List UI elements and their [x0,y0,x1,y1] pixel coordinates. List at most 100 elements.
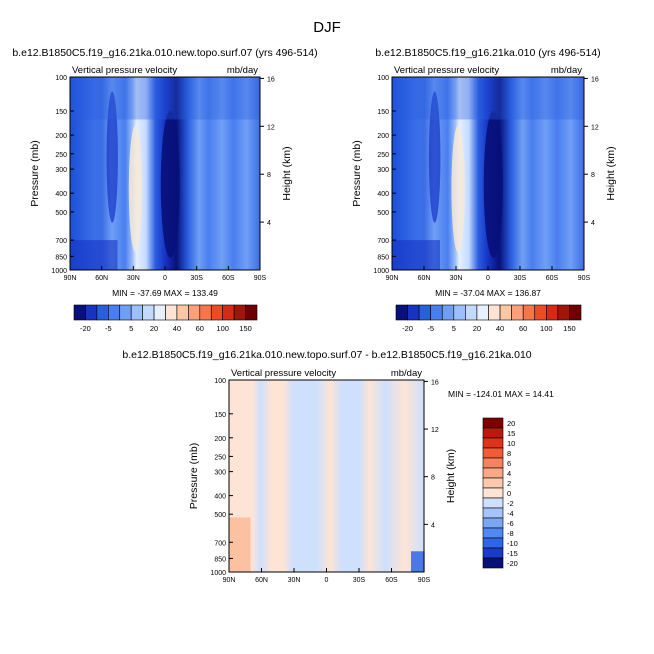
height-tick-label: 12 [591,124,599,131]
x-tick-label: 30S [353,577,366,584]
x-tick-label: 0 [325,577,329,584]
colorbar-box [482,557,504,569]
y-tick-label: 250 [55,152,67,159]
colorbar-label: 10 [507,439,515,448]
diff-negative-sh [411,551,425,572]
colorbar-box [441,304,455,321]
colorbar-box [482,447,504,459]
colorbar-box [557,304,570,321]
colorbar-box [488,304,501,321]
x-tick-label: 0 [486,275,490,282]
left-string: Vertical pressure velocity [72,65,177,76]
colorbar-box [482,517,504,529]
colorbar-label: -4 [507,509,514,518]
height-tick-label: 8 [431,475,435,482]
colorbar-box [85,304,98,321]
stratosphere-band [70,77,260,120]
colorbar-box [482,497,504,509]
colorbar-box [233,304,246,321]
y-tick-label: 500 [55,210,67,217]
colorbar-box [546,304,559,321]
y-tick-label: 400 [55,191,67,198]
y-tick-label: 850 [55,254,67,261]
colorbar-box [482,467,504,479]
right-panel: b.e12.B1850C5.f19_g16.21ka.010 (yrs 496-… [351,47,617,333]
colorbar-label: -5 [427,324,434,333]
y-tick-label: 300 [214,470,226,477]
height-tick-label: 16 [431,379,439,386]
y-tick-label: 400 [214,494,226,501]
colorbar-label: 5 [452,324,456,333]
colorbar-label: 4 [507,469,511,478]
right-string: mb/day [227,65,258,76]
colorbar-box [222,304,235,321]
colorbar-box [569,304,582,321]
colorbar-label: -20 [80,324,91,333]
y-tick-label: 1000 [373,268,389,275]
colorbar-box [499,304,512,321]
colorbar-box [165,304,178,321]
colorbar-box [453,304,466,321]
colorbar-box [210,304,223,321]
colorbar-label: 60 [519,324,527,333]
colorbar-box [482,457,504,469]
colorbar-label: 15 [507,429,515,438]
colorbar-box [482,547,504,559]
diff-positive-nh [229,517,251,572]
right-string: mb/day [391,368,422,379]
colorbar-box [73,304,86,321]
y-tick-label: 200 [55,133,67,140]
y-axis-label-right: Height (km) [281,146,293,200]
colorbar-box [395,304,408,321]
y-tick-label: 700 [377,238,389,245]
colorbar-box [188,304,201,321]
y-tick-label: 850 [214,556,226,563]
x-tick-label: 60N [418,275,431,282]
colorbar-label: -10 [507,539,518,548]
y-tick-label: 300 [377,167,389,174]
x-tick-label: 30S [190,275,203,282]
height-tick-label: 16 [591,76,599,83]
x-tick-label: 90N [386,275,399,282]
height-tick-label: 16 [267,76,275,83]
x-tick-label: 30N [127,275,140,282]
colorbar-box [482,537,504,549]
boundary-layer [70,240,118,270]
x-tick-label: 30N [288,577,301,584]
x-tick-label: 90S [578,275,591,282]
colorbar-label: 20 [507,419,515,428]
colorbar-box [199,304,212,321]
colorbar-box [418,304,431,321]
y-tick-label: 200 [214,436,226,443]
colorbar-label: 6 [507,459,511,468]
colorbar-box [108,304,121,321]
colorbar-label: -8 [507,529,514,538]
colorbar-label: 100 [540,324,553,333]
y-axis-label-right: Height (km) [445,449,457,503]
boundary-layer [392,240,440,270]
y-tick-label: 1000 [51,268,67,275]
height-tick-label: 4 [431,522,435,529]
colorbar-label: 60 [196,324,204,333]
left-string: Vertical pressure velocity [394,65,499,76]
colorbar-box [465,304,478,321]
colorbar-label: 150 [239,324,252,333]
right-string: mb/day [551,65,582,76]
subtropical-core [106,91,118,223]
subtropical-core [428,91,441,223]
colorbar-box [522,304,536,321]
y-axis-label: Pressure (mb) [351,140,363,207]
colorbar-label: 20 [473,324,481,333]
y-tick-label: 100 [377,75,389,82]
difference-panel: b.e12.B1850C5.f19_g16.21ka.010.new.topo.… [122,349,554,584]
y-axis-label: Pressure (mb) [188,443,200,510]
y-tick-label: 300 [55,167,67,174]
colorbar-box [482,507,504,519]
colorbar-box [430,304,443,321]
colorbar-label: -5 [105,324,112,333]
y-tick-label: 250 [214,454,226,461]
x-tick-label: 90N [223,577,236,584]
colorbar-box [142,304,155,321]
descent-core [483,111,503,258]
